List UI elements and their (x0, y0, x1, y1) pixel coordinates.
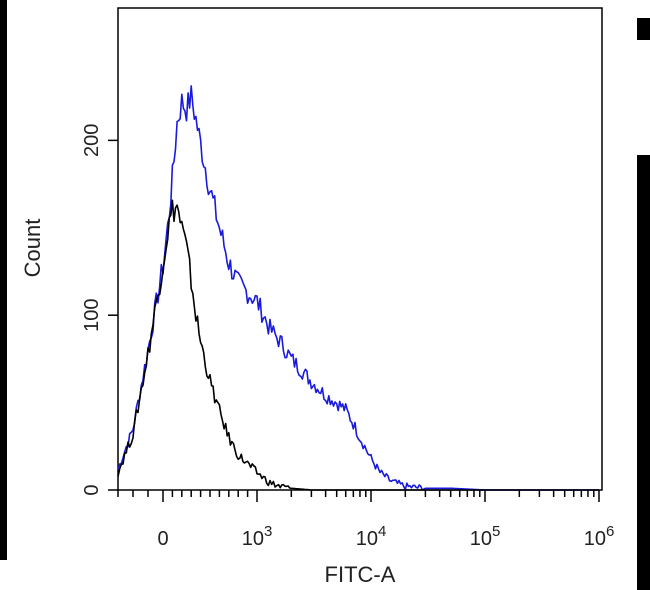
x-axis-ticks (108, 139, 600, 502)
y-tick-labels: 0 100 200 (81, 124, 103, 496)
series-line-black (117, 199, 599, 491)
y-axis-title: Count (20, 219, 45, 278)
right-edge-bar-bottom (637, 155, 650, 590)
x-tick-label: 104 (356, 523, 387, 550)
x-tick-labels: 0 103 104 105 106 (157, 523, 614, 550)
series-line-blue (117, 85, 599, 491)
y-tick-label: 100 (81, 298, 103, 331)
series-layer (117, 85, 599, 491)
y-tick-label: 200 (81, 124, 103, 157)
x-axis-title: FITC-A (325, 562, 396, 587)
x-tick-label: 103 (242, 523, 273, 550)
y-tick-label: 0 (81, 484, 103, 495)
left-edge-bar (0, 0, 7, 560)
x-tick-label: 105 (470, 523, 501, 550)
x-tick-label: 106 (584, 523, 615, 550)
x-tick-label: 0 (157, 528, 168, 550)
plot-frame (117, 7, 603, 491)
right-edge-bar-top (637, 18, 650, 40)
